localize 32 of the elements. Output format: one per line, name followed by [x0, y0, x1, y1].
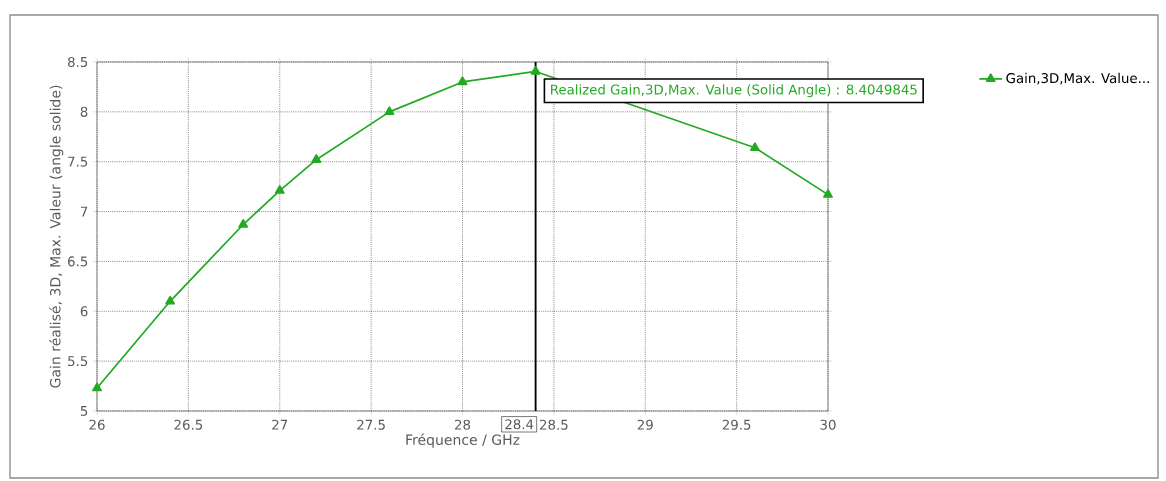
x-tick-label: 27.5	[357, 419, 385, 430]
x-tick-label: 26	[89, 419, 105, 430]
x-tick-label: 28.5	[540, 419, 568, 430]
y-tick-label: 8	[80, 106, 88, 117]
y-tick-label: 5	[80, 406, 88, 416]
y-tick-label: 6	[80, 306, 88, 317]
x-tick-label: 29	[637, 419, 653, 430]
x-tick-label: 29.5	[722, 419, 751, 430]
point	[238, 218, 249, 228]
point	[384, 106, 395, 116]
point	[274, 185, 285, 194]
x-tick-label: 26.5	[174, 419, 203, 430]
point	[823, 189, 833, 198]
point	[165, 295, 176, 305]
y-axis-title: Gain réalisé, 3D, Max. Valeur (angle solide)	[49, 85, 64, 388]
point	[530, 65, 541, 75]
x-tick-label: 28	[455, 419, 471, 430]
point	[750, 142, 760, 151]
point	[92, 382, 102, 392]
legend-label: Gain,3D,Max. Value...	[1006, 72, 1149, 85]
y-tick-label: 8.5	[68, 56, 88, 68]
y-tick-label: 6.5	[68, 256, 88, 267]
y-tick-label: 5.5	[68, 356, 88, 367]
y-tick-label: 7.5	[68, 156, 88, 167]
y-tick-label: 7	[80, 206, 88, 217]
point	[311, 154, 322, 163]
x-axis-title: Fréquence / GHz	[406, 433, 520, 448]
annotation: Realized Gain,3D,Max. Value (Solid Angle) : 8.4049845	[551, 84, 917, 98]
x-tick-label: 27	[272, 419, 288, 430]
x-tick-label: 30	[820, 419, 836, 430]
point	[457, 76, 468, 86]
ref-line-label: 28.4	[505, 419, 534, 430]
